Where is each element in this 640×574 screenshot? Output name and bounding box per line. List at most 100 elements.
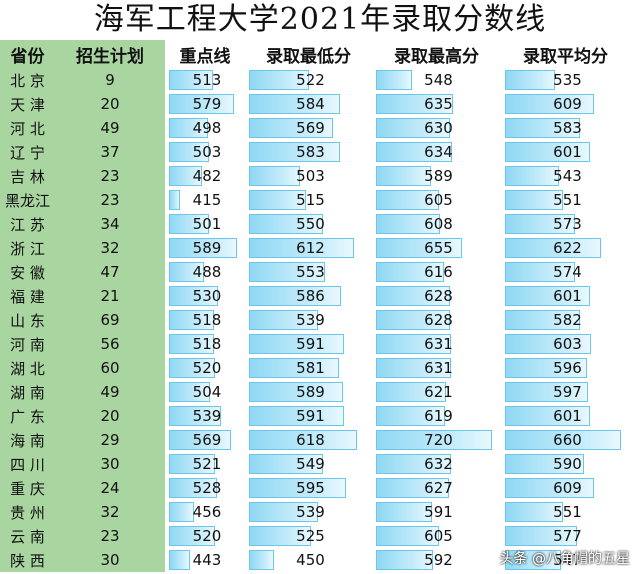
cell-min-score: 581 <box>245 356 372 380</box>
cell-max-score: 605 <box>372 188 501 212</box>
cell-province: 黑龙江 <box>0 188 55 212</box>
cell-min-score: 525 <box>245 524 372 548</box>
cell-value: 597 <box>553 383 582 401</box>
table-title: 海军工程大学2021年录取分数线 <box>93 2 547 37</box>
data-bar-key-line <box>169 526 215 546</box>
cell-plan: 24 <box>55 476 165 500</box>
data-bar-max-score <box>376 142 452 162</box>
cell-province: 福 建 <box>0 284 55 308</box>
cell-value: 720 <box>424 431 453 449</box>
cell-value: 660 <box>553 431 582 449</box>
data-bar-max-score <box>376 286 450 306</box>
cell-key-line: 482 <box>165 164 245 188</box>
data-bar-min-score <box>249 238 354 258</box>
cell-plan: 32 <box>55 500 165 524</box>
cell-value: 530 <box>192 287 222 305</box>
cell-plan: 29 <box>55 428 165 452</box>
data-bar-max-score <box>376 502 432 522</box>
data-bar-key-line <box>169 190 180 210</box>
cell-max-score: 631 <box>372 356 501 380</box>
cell-avg-score: 622 <box>501 236 630 260</box>
cell-key-line: 589 <box>165 236 245 260</box>
cell-value: 522 <box>296 71 325 89</box>
cell-key-line: 456 <box>165 500 245 524</box>
data-bar-avg-score <box>505 142 590 162</box>
cell-value: 589 <box>424 167 453 185</box>
data-bar-key-line <box>169 70 213 90</box>
data-bar-min-score <box>249 454 323 474</box>
cell-avg-score: 547 <box>501 548 630 572</box>
data-bar-max-score <box>376 118 450 138</box>
cell-avg-score: 601 <box>501 404 630 428</box>
data-bar-avg-score <box>505 430 621 450</box>
cell-key-line: 539 <box>165 404 245 428</box>
data-bar-key-line <box>169 286 218 306</box>
cell-max-score: 630 <box>372 116 501 140</box>
cell-max-score: 632 <box>372 452 501 476</box>
cell-key-line: 520 <box>165 524 245 548</box>
cell-max-score: 591 <box>372 500 501 524</box>
cell-value: 488 <box>192 263 222 281</box>
cell-key-line: 503 <box>165 140 245 164</box>
cell-value: 619 <box>424 407 453 425</box>
cell-value: 503 <box>192 143 222 161</box>
cell-plan: 23 <box>55 188 165 212</box>
data-bar-min-score <box>249 214 323 234</box>
cell-province: 贵 州 <box>0 500 55 524</box>
cell-max-score: 605 <box>372 524 501 548</box>
cell-max-score: 592 <box>372 548 501 572</box>
data-bar-max-score <box>376 430 492 450</box>
data-bar-max-score <box>376 382 446 402</box>
cell-province: 浙 江 <box>0 236 55 260</box>
data-bar-avg-score <box>505 262 575 282</box>
data-bar-max-score <box>376 478 449 498</box>
cell-province: 湖 北 <box>0 356 55 380</box>
cell-value: 520 <box>192 527 222 545</box>
data-bar-avg-score <box>505 310 580 330</box>
cell-value: 586 <box>296 287 325 305</box>
cell-plan: 9 <box>55 68 165 92</box>
cell-plan: 49 <box>55 380 165 404</box>
cell-max-score: 655 <box>372 236 501 260</box>
data-bar-key-line <box>169 334 214 354</box>
cell-value: 503 <box>296 167 325 185</box>
cell-value: 605 <box>424 527 453 545</box>
data-bar-max-score <box>376 94 453 114</box>
cell-value: 581 <box>296 359 325 377</box>
cell-value: 518 <box>192 335 222 353</box>
cell-value: 601 <box>553 287 582 305</box>
data-bar-min-score <box>249 358 339 378</box>
data-bar-avg-score <box>505 94 594 114</box>
cell-value: 501 <box>192 215 222 233</box>
header-min-score: 录取最低分 <box>266 46 351 67</box>
cell-value: 589 <box>296 383 325 401</box>
data-bar-avg-score <box>505 334 591 354</box>
cell-key-line: 443 <box>165 548 245 572</box>
cell-plan: 69 <box>55 308 165 332</box>
cell-value: 548 <box>424 71 453 89</box>
cell-avg-score: 660 <box>501 428 630 452</box>
data-bar-key-line <box>169 142 209 162</box>
cell-province: 四 川 <box>0 452 55 476</box>
cell-min-score: 591 <box>245 332 372 356</box>
header-province: 省份 <box>0 40 55 68</box>
cell-min-score: 550 <box>245 212 372 236</box>
data-bar-max-score <box>376 214 440 234</box>
cell-avg-score: 609 <box>501 476 630 500</box>
cell-value: 608 <box>424 215 453 233</box>
cell-value: 574 <box>553 263 582 281</box>
cell-value: 535 <box>553 71 582 89</box>
cell-value: 635 <box>424 95 453 113</box>
data-bar-min-score <box>249 94 340 114</box>
cell-province: 重 庆 <box>0 476 55 500</box>
cell-key-line: 513 <box>165 68 245 92</box>
cell-min-score: 569 <box>245 116 372 140</box>
cell-avg-score: 597 <box>501 380 630 404</box>
data-bar-min-score <box>249 478 346 498</box>
cell-value: 569 <box>296 119 325 137</box>
header-key-line: 重点线 <box>179 46 231 67</box>
cell-value: 583 <box>553 119 582 137</box>
cell-min-score: 612 <box>245 236 372 260</box>
cell-max-score: 631 <box>372 332 501 356</box>
cell-value: 456 <box>192 503 222 521</box>
